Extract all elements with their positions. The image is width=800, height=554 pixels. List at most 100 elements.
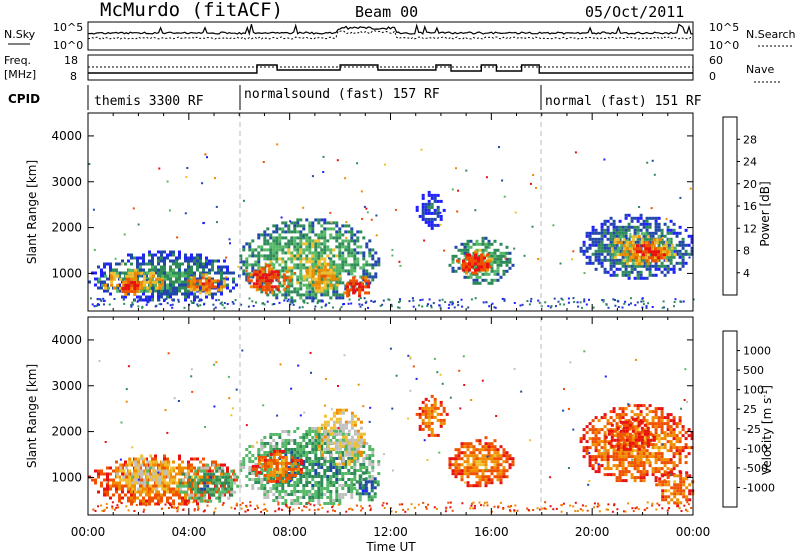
heatmap-cell [239, 484, 243, 488]
heatmap-cell [477, 265, 480, 269]
heatmap-cell [258, 270, 262, 274]
heatmap-cell [496, 469, 500, 473]
heatmap-cell [157, 292, 160, 296]
heatmap-cell [320, 242, 324, 246]
heatmap-cell [248, 248, 252, 252]
heatmap-cell [350, 438, 354, 442]
heatmap-cell [287, 239, 291, 243]
heatmap-cell [140, 490, 144, 494]
heatmap-cell [316, 302, 319, 305]
y-tick-label: 2000 [51, 221, 82, 235]
heatmap-cell [427, 205, 431, 209]
heatmap-cell [585, 234, 589, 238]
heatmap-cell [181, 271, 184, 275]
heatmap-cell [332, 263, 336, 267]
heatmap-cell [311, 230, 315, 234]
heatmap-cell [104, 274, 108, 278]
heatmap-cell [214, 177, 216, 180]
heatmap-cell [296, 251, 300, 255]
heatmap-cell [151, 463, 154, 467]
heatmap-cell [254, 457, 258, 460]
heatmap-cell [272, 467, 276, 471]
heatmap-cell [660, 410, 664, 414]
heatmap-cell [612, 231, 616, 235]
heatmap-cell [353, 269, 357, 273]
heatmap-cell [672, 228, 676, 232]
heatmap-cell [624, 470, 628, 474]
heatmap-cell [220, 280, 223, 284]
heatmap-cell [624, 300, 627, 303]
heatmap-cell [308, 296, 312, 300]
heatmap-cell [302, 293, 306, 297]
heatmap-cell [651, 419, 655, 423]
heatmap-cell [625, 244, 629, 248]
heatmap-cell [124, 493, 127, 497]
heatmap-cell [118, 274, 121, 278]
heatmap-cell [591, 237, 595, 241]
heatmap-cell [175, 289, 178, 293]
heatmap-cell [149, 490, 153, 494]
heatmap-cell [634, 235, 638, 239]
heatmap-cell [296, 278, 300, 282]
heatmap-cell [621, 228, 625, 232]
heatmap-cell [193, 466, 196, 470]
heatmap-cell [151, 490, 154, 494]
heatmap-cell [94, 469, 97, 473]
heatmap-cell [116, 274, 120, 278]
heatmap-cell [190, 481, 193, 485]
heatmap-cell [341, 426, 345, 430]
heatmap-cell [188, 493, 192, 497]
heatmap-cell [190, 469, 193, 473]
heatmap-cell [124, 475, 127, 479]
heatmap-cell [163, 475, 166, 479]
heatmap-cell [335, 411, 339, 415]
heatmap-cell [296, 502, 300, 505]
heatmap-cell [454, 472, 458, 476]
heatmap-cell [151, 289, 154, 293]
heatmap-cell [326, 280, 330, 284]
heatmap-cell [678, 249, 682, 253]
heatmap-cell [511, 263, 515, 267]
heatmap-cell [308, 257, 312, 261]
heatmap-cell [654, 416, 658, 420]
heatmap-cell [209, 478, 213, 482]
heatmap-cell [540, 305, 543, 308]
heatmap-cell [308, 251, 312, 255]
heatmap-cell [645, 276, 649, 280]
heatmap-cell [350, 487, 354, 490]
heatmap-cell [157, 499, 160, 503]
heatmap-cell [296, 481, 300, 484]
heatmap-cell [193, 262, 196, 266]
heatmap-cell [278, 236, 282, 240]
heatmap-cell [199, 274, 202, 278]
heatmap-cell [436, 418, 440, 422]
heatmap-cell [352, 279, 356, 283]
heatmap-cell [278, 242, 282, 246]
heatmap-cell [358, 495, 362, 499]
heatmap-cell [603, 434, 607, 438]
heatmap-cell [323, 242, 327, 246]
heatmap-cell [161, 280, 165, 284]
heatmap-cell [151, 484, 154, 488]
heatmap-cell [220, 472, 223, 476]
heatmap-cell [155, 478, 159, 482]
heatmap-cell [134, 475, 138, 479]
heatmap-cell [368, 263, 372, 267]
heatmap-cell [296, 281, 300, 285]
heatmap-cell [148, 487, 151, 491]
heatmap-cell [645, 306, 648, 309]
heatmap-cell [344, 287, 348, 291]
heatmap-cell [252, 305, 255, 307]
heatmap-cell [290, 490, 294, 493]
heatmap-cell [287, 293, 291, 297]
heatmap-cell [145, 478, 148, 482]
heatmap-cell [181, 481, 184, 485]
heatmap-cell [343, 303, 345, 305]
heatmap-cell [155, 472, 159, 476]
heatmap-cell [648, 250, 651, 254]
heatmap-cell [603, 431, 607, 435]
heatmap-cell [178, 277, 181, 281]
heatmap-cell [314, 263, 318, 267]
heatmap-cell [272, 499, 276, 502]
heatmap-cell [320, 475, 324, 478]
